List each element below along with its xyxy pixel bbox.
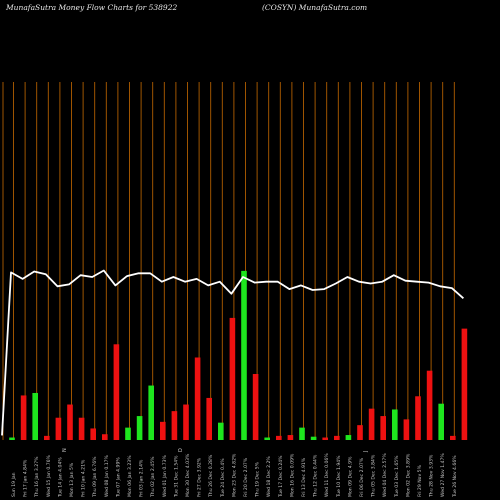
bar-34 bbox=[403, 419, 410, 440]
bar-37 bbox=[438, 403, 444, 440]
x-tick-label-35: Fri 29 Nov 5% bbox=[417, 464, 423, 497]
bar-0 bbox=[9, 437, 15, 440]
x-tick-label-22: Wed 18 Dec 2.2% bbox=[266, 456, 272, 497]
x-tick-label-13: Wed 01 Jan 0.73% bbox=[162, 454, 168, 497]
x-tick-label-29: Mon 09 Dec 4.9% bbox=[347, 456, 353, 497]
x-tick-label-14: Tue 31 Dec 1.54% bbox=[173, 455, 179, 498]
x-tick-label-34: Mon 02 Dec 3.89% bbox=[405, 453, 411, 497]
x-tick-label-4: Tue 14 Jan 4.04% bbox=[57, 457, 63, 498]
x-tick-label-21: Thu 19 Dec 5% bbox=[255, 461, 261, 498]
price-line bbox=[1, 269, 464, 436]
bar-24 bbox=[287, 435, 294, 440]
bar-35 bbox=[415, 396, 421, 440]
x-tick-label-24: Mon 16 Dec 0.09% bbox=[289, 453, 295, 497]
x-tick-label-11: Fri 03 Jan 2.14% bbox=[139, 459, 145, 497]
month-marker-0: N bbox=[62, 448, 68, 452]
x-tick-label-17: Thu 26 Dec 0.28% bbox=[208, 454, 214, 498]
bar-6 bbox=[78, 417, 85, 440]
bar-39 bbox=[461, 328, 468, 440]
bar-10 bbox=[125, 427, 131, 440]
bar-14 bbox=[171, 411, 178, 440]
bar-9 bbox=[113, 344, 120, 440]
bar-26 bbox=[310, 436, 317, 440]
x-tick-label-18: Tue 24 Dec 0.4% bbox=[220, 458, 226, 498]
x-tick-label-33: Tue 03 Dec 1.65% bbox=[394, 455, 400, 498]
x-tick-label-27: Wed 11 Dec 0.06% bbox=[324, 453, 330, 497]
x-tick-label-15: Mon 30 Dec 4.03% bbox=[185, 453, 191, 497]
bar-1 bbox=[20, 395, 27, 440]
bar-18 bbox=[218, 422, 224, 440]
bar-36 bbox=[426, 370, 433, 440]
bar-17 bbox=[206, 397, 212, 440]
bar-8 bbox=[102, 434, 108, 440]
x-tick-label-9: Tue 07 Jan 4.99% bbox=[115, 457, 121, 498]
bar-30 bbox=[357, 425, 363, 440]
x-tick-label-20: Fri 20 Dec 2.07% bbox=[243, 457, 249, 497]
x-tick-label-16: Fri 27 Dec 3.92% bbox=[197, 457, 203, 497]
bar-15 bbox=[183, 404, 189, 440]
x-tick-label-3: Wed 15 Jan 0.76% bbox=[46, 454, 52, 497]
x-tick-label-37: Wed 27 Nov 1.47% bbox=[440, 453, 446, 497]
bar-5 bbox=[67, 404, 73, 440]
bar-22 bbox=[264, 437, 270, 440]
x-tick-label-12: Thu 02 Jan 2.45% bbox=[150, 456, 156, 498]
bar-4 bbox=[55, 417, 62, 440]
bar-3 bbox=[44, 435, 50, 440]
x-tick-label-5: Mon 13 Jan 5% bbox=[69, 462, 75, 497]
grid-lines bbox=[2, 82, 455, 440]
chart-subtitle: (COSYN) MunafaSutra.com bbox=[262, 3, 368, 12]
x-tick-label-31: Thu 05 Dec 3.84% bbox=[371, 454, 377, 498]
month-marker-2: J bbox=[363, 451, 369, 453]
x-tick-label-0: Sun 19 Jan bbox=[11, 472, 17, 497]
bar-25 bbox=[299, 427, 305, 440]
bar-16 bbox=[194, 357, 201, 440]
bar-11 bbox=[136, 416, 143, 440]
x-tick-label-38: Tue 26 Nov 4.66% bbox=[452, 455, 458, 498]
x-tick-label-19: Mon 23 Dec 4.82% bbox=[231, 453, 237, 497]
bar-27 bbox=[322, 437, 328, 440]
bar-7 bbox=[90, 428, 96, 440]
x-tick-label-2: Thu 16 Jan 3.27% bbox=[34, 456, 40, 498]
bar-13 bbox=[160, 421, 166, 440]
x-tick-label-32: Wed 04 Dec 2.57% bbox=[382, 453, 388, 497]
bar-28 bbox=[334, 435, 340, 440]
x-tick-label-10: Mon 06 Jan 3.23% bbox=[127, 455, 133, 497]
bar-2 bbox=[32, 392, 38, 440]
x-tick-label-36: Thu 28 Nov 3.93% bbox=[429, 454, 435, 498]
price-line-path bbox=[1, 269, 464, 436]
bar-31 bbox=[368, 408, 375, 440]
month-marker-1: D bbox=[178, 448, 184, 452]
bar-38 bbox=[450, 435, 456, 440]
bar-29 bbox=[345, 435, 352, 440]
bar-12 bbox=[148, 385, 154, 440]
x-tick-label-25: Fri 13 Dec 4.91% bbox=[301, 457, 307, 497]
x-axis-labels: Sun 19 Jan Fri 17 Jan 4.84% Thu 16 Jan 3.2… bbox=[11, 453, 458, 498]
chart-title: MunafaSutra Money Flow Charts for 538922 bbox=[6, 3, 178, 12]
bar-21 bbox=[252, 374, 259, 440]
x-tick-label-1: Fri 17 Jan 4.84% bbox=[23, 459, 29, 497]
x-tick-label-30: Fri 06 Dec 2.07% bbox=[359, 457, 365, 497]
x-tick-label-28: Tue 10 Dec 1.94% bbox=[336, 455, 342, 498]
x-tick-label-7: Thu 09 Jan 6.76% bbox=[92, 456, 98, 498]
bar-20 bbox=[241, 270, 247, 440]
x-tick-label-6: Fri 10 Jan 4.21% bbox=[81, 459, 87, 497]
x-tick-label-23: Tue 17 Dec 0.24% bbox=[278, 455, 284, 498]
bar-19 bbox=[229, 317, 236, 440]
bar-33 bbox=[392, 409, 398, 440]
x-tick-label-8: Wed 08 Jan 0.17% bbox=[104, 454, 110, 497]
bar-32 bbox=[380, 416, 386, 440]
money-flow-bars bbox=[9, 270, 468, 440]
x-tick-label-26: Thu 12 Dec 0.44% bbox=[313, 454, 319, 498]
bar-23 bbox=[276, 435, 282, 440]
